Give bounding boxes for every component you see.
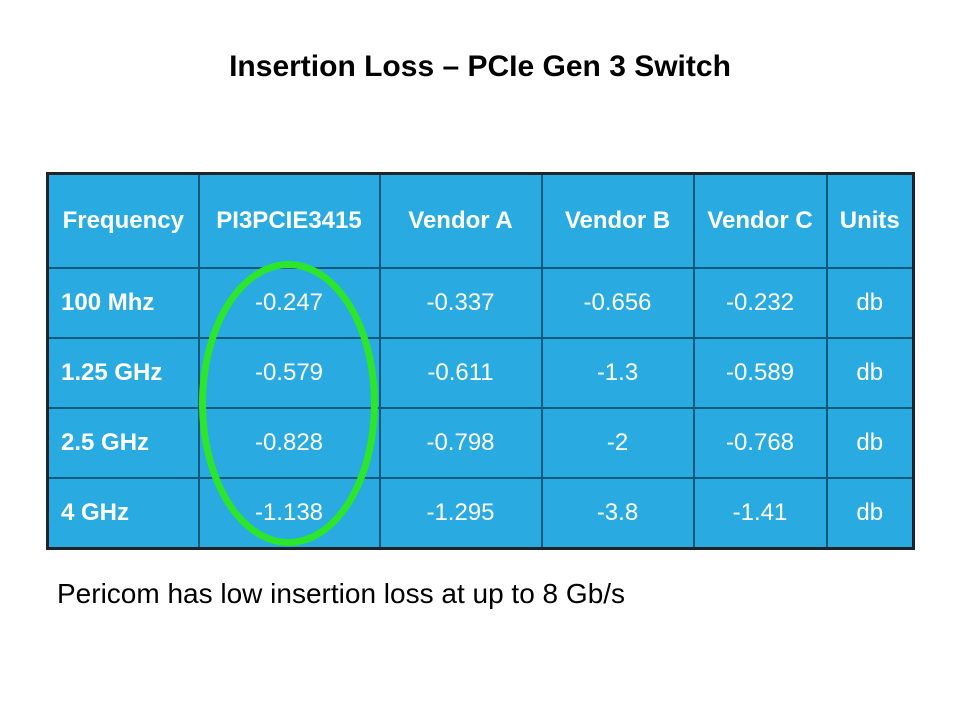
value-cell: -0.337 xyxy=(378,267,543,339)
page-title: Insertion Loss – PCIe Gen 3 Switch xyxy=(229,50,731,83)
table-row: 100 Mhz -0.247 -0.337 -0.656 -0.232 db xyxy=(46,267,915,339)
value-cell: -1.295 xyxy=(378,477,543,549)
value-cell: -1.3 xyxy=(540,337,695,409)
value-cell: -0.768 xyxy=(692,407,828,479)
table-header-row: Frequency PI3PCIE3415 Vendor A Vendor B … xyxy=(46,172,915,269)
value-cell: -0.589 xyxy=(692,337,828,409)
table-row: 4 GHz -1.138 -1.295 -3.8 -1.41 db xyxy=(46,477,915,549)
header-frequency: Frequency xyxy=(46,172,200,269)
frequency-cell: 1.25 GHz xyxy=(46,337,200,409)
value-cell: -3.8 xyxy=(540,477,695,549)
value-cell: -0.579 xyxy=(197,337,381,409)
frequency-cell: 100 Mhz xyxy=(46,267,200,339)
insertion-loss-table: Frequency PI3PCIE3415 Vendor A Vendor B … xyxy=(46,172,915,550)
table-row: 2.5 GHz -0.828 -0.798 -2 -0.768 db xyxy=(46,407,915,479)
value-cell: -0.247 xyxy=(197,267,381,339)
value-cell: -0.232 xyxy=(692,267,828,339)
header-vendor-c: Vendor C xyxy=(692,172,828,269)
value-cell: -1.138 xyxy=(197,477,381,549)
caption-text: Pericom has low insertion loss at up to … xyxy=(57,578,626,609)
header-pi3pcie3415: PI3PCIE3415 xyxy=(197,172,381,269)
header-units: Units xyxy=(825,172,915,269)
units-cell: db xyxy=(825,267,915,339)
units-cell: db xyxy=(825,477,915,549)
units-cell: db xyxy=(825,407,915,479)
value-cell: -1.41 xyxy=(692,477,828,549)
frequency-cell: 2.5 GHz xyxy=(46,407,200,479)
value-cell: -0.656 xyxy=(540,267,695,339)
value-cell: -0.828 xyxy=(197,407,381,479)
frequency-cell: 4 GHz xyxy=(46,477,200,549)
header-vendor-b: Vendor B xyxy=(540,172,695,269)
value-cell: -0.798 xyxy=(378,407,543,479)
table-row: 1.25 GHz -0.579 -0.611 -1.3 -0.589 db xyxy=(46,337,915,409)
units-cell: db xyxy=(825,337,915,409)
header-vendor-a: Vendor A xyxy=(378,172,543,269)
value-cell: -2 xyxy=(540,407,695,479)
value-cell: -0.611 xyxy=(378,337,543,409)
